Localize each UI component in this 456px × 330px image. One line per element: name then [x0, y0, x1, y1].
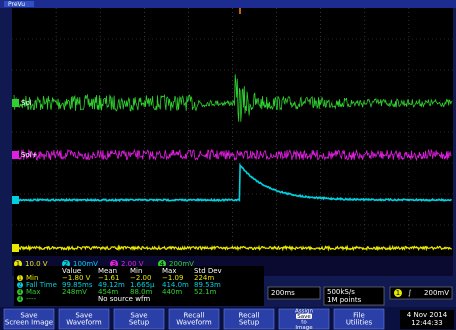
measurement-name: ---- — [26, 295, 37, 303]
trigger-slope: ∫ — [408, 289, 412, 297]
button-label[interactable]: Setup — [129, 319, 150, 327]
top-bar — [0, 0, 456, 8]
prevu-label: PreVu — [8, 1, 25, 8]
trace-label: Sol — [21, 99, 32, 107]
measurement-value: 52.1m — [194, 288, 217, 296]
button-label[interactable]: Screen Image — [5, 319, 53, 327]
button-label[interactable]: Utilities — [346, 319, 373, 327]
measurement-channel: 1 — [18, 276, 21, 282]
button-label[interactable]: Waveform — [66, 319, 102, 327]
measurement-value: 248mV — [62, 288, 87, 296]
scope-screen: PreVu SolSol+ 110.0 V2100mV32.00 V4200mV… — [0, 0, 456, 330]
measurement-value: 440m — [162, 288, 182, 296]
sample-rate: 500kS/s — [327, 288, 355, 296]
time: 12:44:33 — [411, 319, 442, 327]
measurement-value: No source wfm — [98, 295, 150, 303]
trace-marker — [12, 151, 19, 159]
date: 4 Nov 2014 — [407, 311, 448, 319]
trace-marker — [12, 196, 19, 204]
button-label[interactable]: Waveform — [176, 319, 212, 327]
timebase: 200ms — [271, 289, 295, 297]
trigger-channel: 1 — [396, 289, 400, 297]
measurement-channel: 4 — [18, 290, 21, 296]
trace-marker — [12, 99, 19, 107]
measurement-channel: 2 — [18, 283, 21, 289]
trace-label: Sol+ — [21, 151, 38, 159]
button-label[interactable]: Setup — [239, 319, 260, 327]
measurement-channel: 4 — [18, 297, 21, 303]
button-label[interactable]: Image — [295, 325, 313, 330]
trigger-level: 200mV — [424, 289, 449, 297]
scope-display: PreVu SolSol+ 110.0 V2100mV32.00 V4200mV… — [0, 0, 456, 330]
record-length: 1M points — [327, 296, 362, 304]
trace-marker — [12, 244, 19, 252]
